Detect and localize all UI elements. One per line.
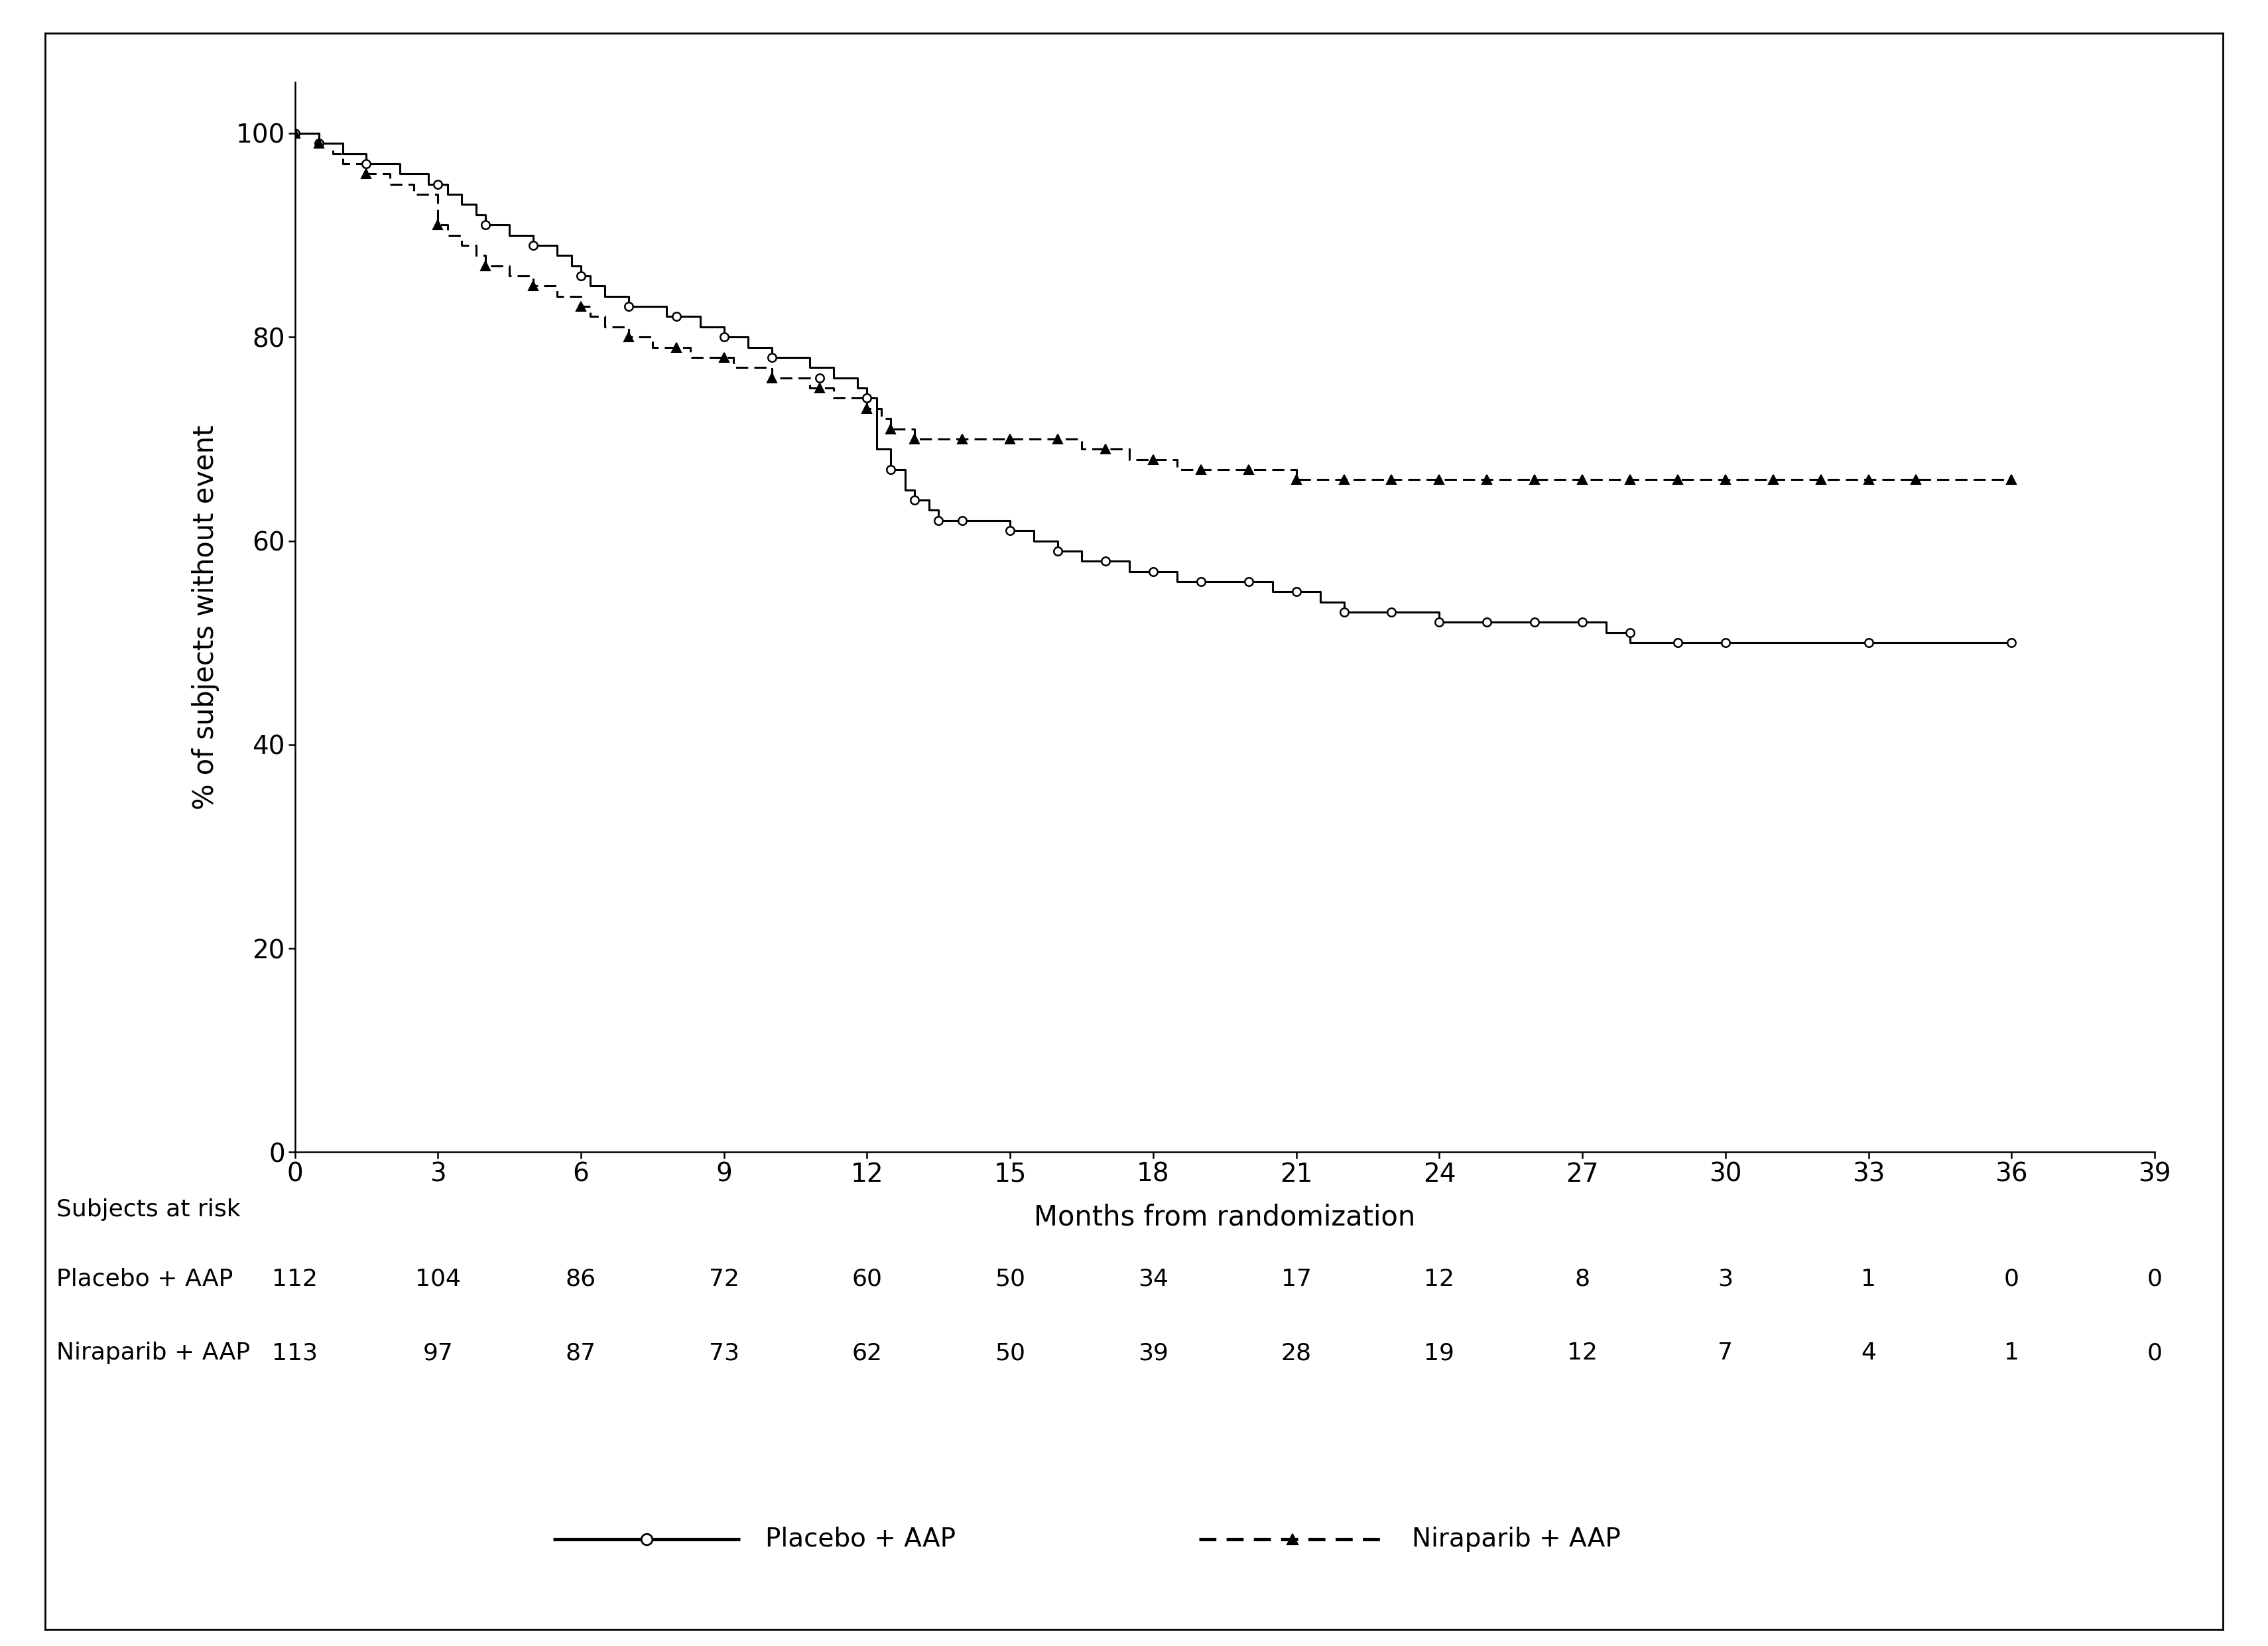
Text: 0: 0 (2148, 1267, 2161, 1290)
Text: 12: 12 (1424, 1267, 1454, 1290)
Text: Niraparib + AAP: Niraparib + AAP (1413, 1526, 1622, 1552)
X-axis label: Months from randomization: Months from randomization (1034, 1203, 1415, 1231)
Text: 97: 97 (422, 1341, 454, 1365)
Text: 1: 1 (1860, 1267, 1876, 1290)
Text: 0: 0 (2005, 1267, 2019, 1290)
Text: 72: 72 (710, 1267, 739, 1290)
Text: 112: 112 (272, 1267, 318, 1290)
Text: Placebo + AAP: Placebo + AAP (764, 1526, 955, 1552)
Text: 86: 86 (565, 1267, 596, 1290)
Text: 50: 50 (996, 1341, 1025, 1365)
Text: Subjects at risk: Subjects at risk (57, 1198, 240, 1221)
Text: 62: 62 (853, 1341, 882, 1365)
Text: 113: 113 (272, 1341, 318, 1365)
Text: 8: 8 (1574, 1267, 1590, 1290)
Text: 17: 17 (1281, 1267, 1311, 1290)
Text: Placebo + AAP: Placebo + AAP (57, 1267, 234, 1290)
Text: 3: 3 (1717, 1267, 1733, 1290)
Text: 60: 60 (853, 1267, 882, 1290)
Text: 87: 87 (565, 1341, 596, 1365)
Text: 0: 0 (2148, 1341, 2161, 1365)
Text: Niraparib + AAP: Niraparib + AAP (57, 1341, 249, 1365)
Text: 34: 34 (1139, 1267, 1168, 1290)
Text: 39: 39 (1139, 1341, 1168, 1365)
Text: 28: 28 (1281, 1341, 1311, 1365)
Text: 7: 7 (1717, 1341, 1733, 1365)
Text: 73: 73 (710, 1341, 739, 1365)
Text: 19: 19 (1424, 1341, 1454, 1365)
Text: 12: 12 (1567, 1341, 1597, 1365)
Text: 50: 50 (996, 1267, 1025, 1290)
Text: 1: 1 (2005, 1341, 2019, 1365)
Text: 104: 104 (415, 1267, 460, 1290)
Text: 4: 4 (1860, 1341, 1876, 1365)
Y-axis label: % of subjects without event: % of subjects without event (191, 425, 220, 810)
